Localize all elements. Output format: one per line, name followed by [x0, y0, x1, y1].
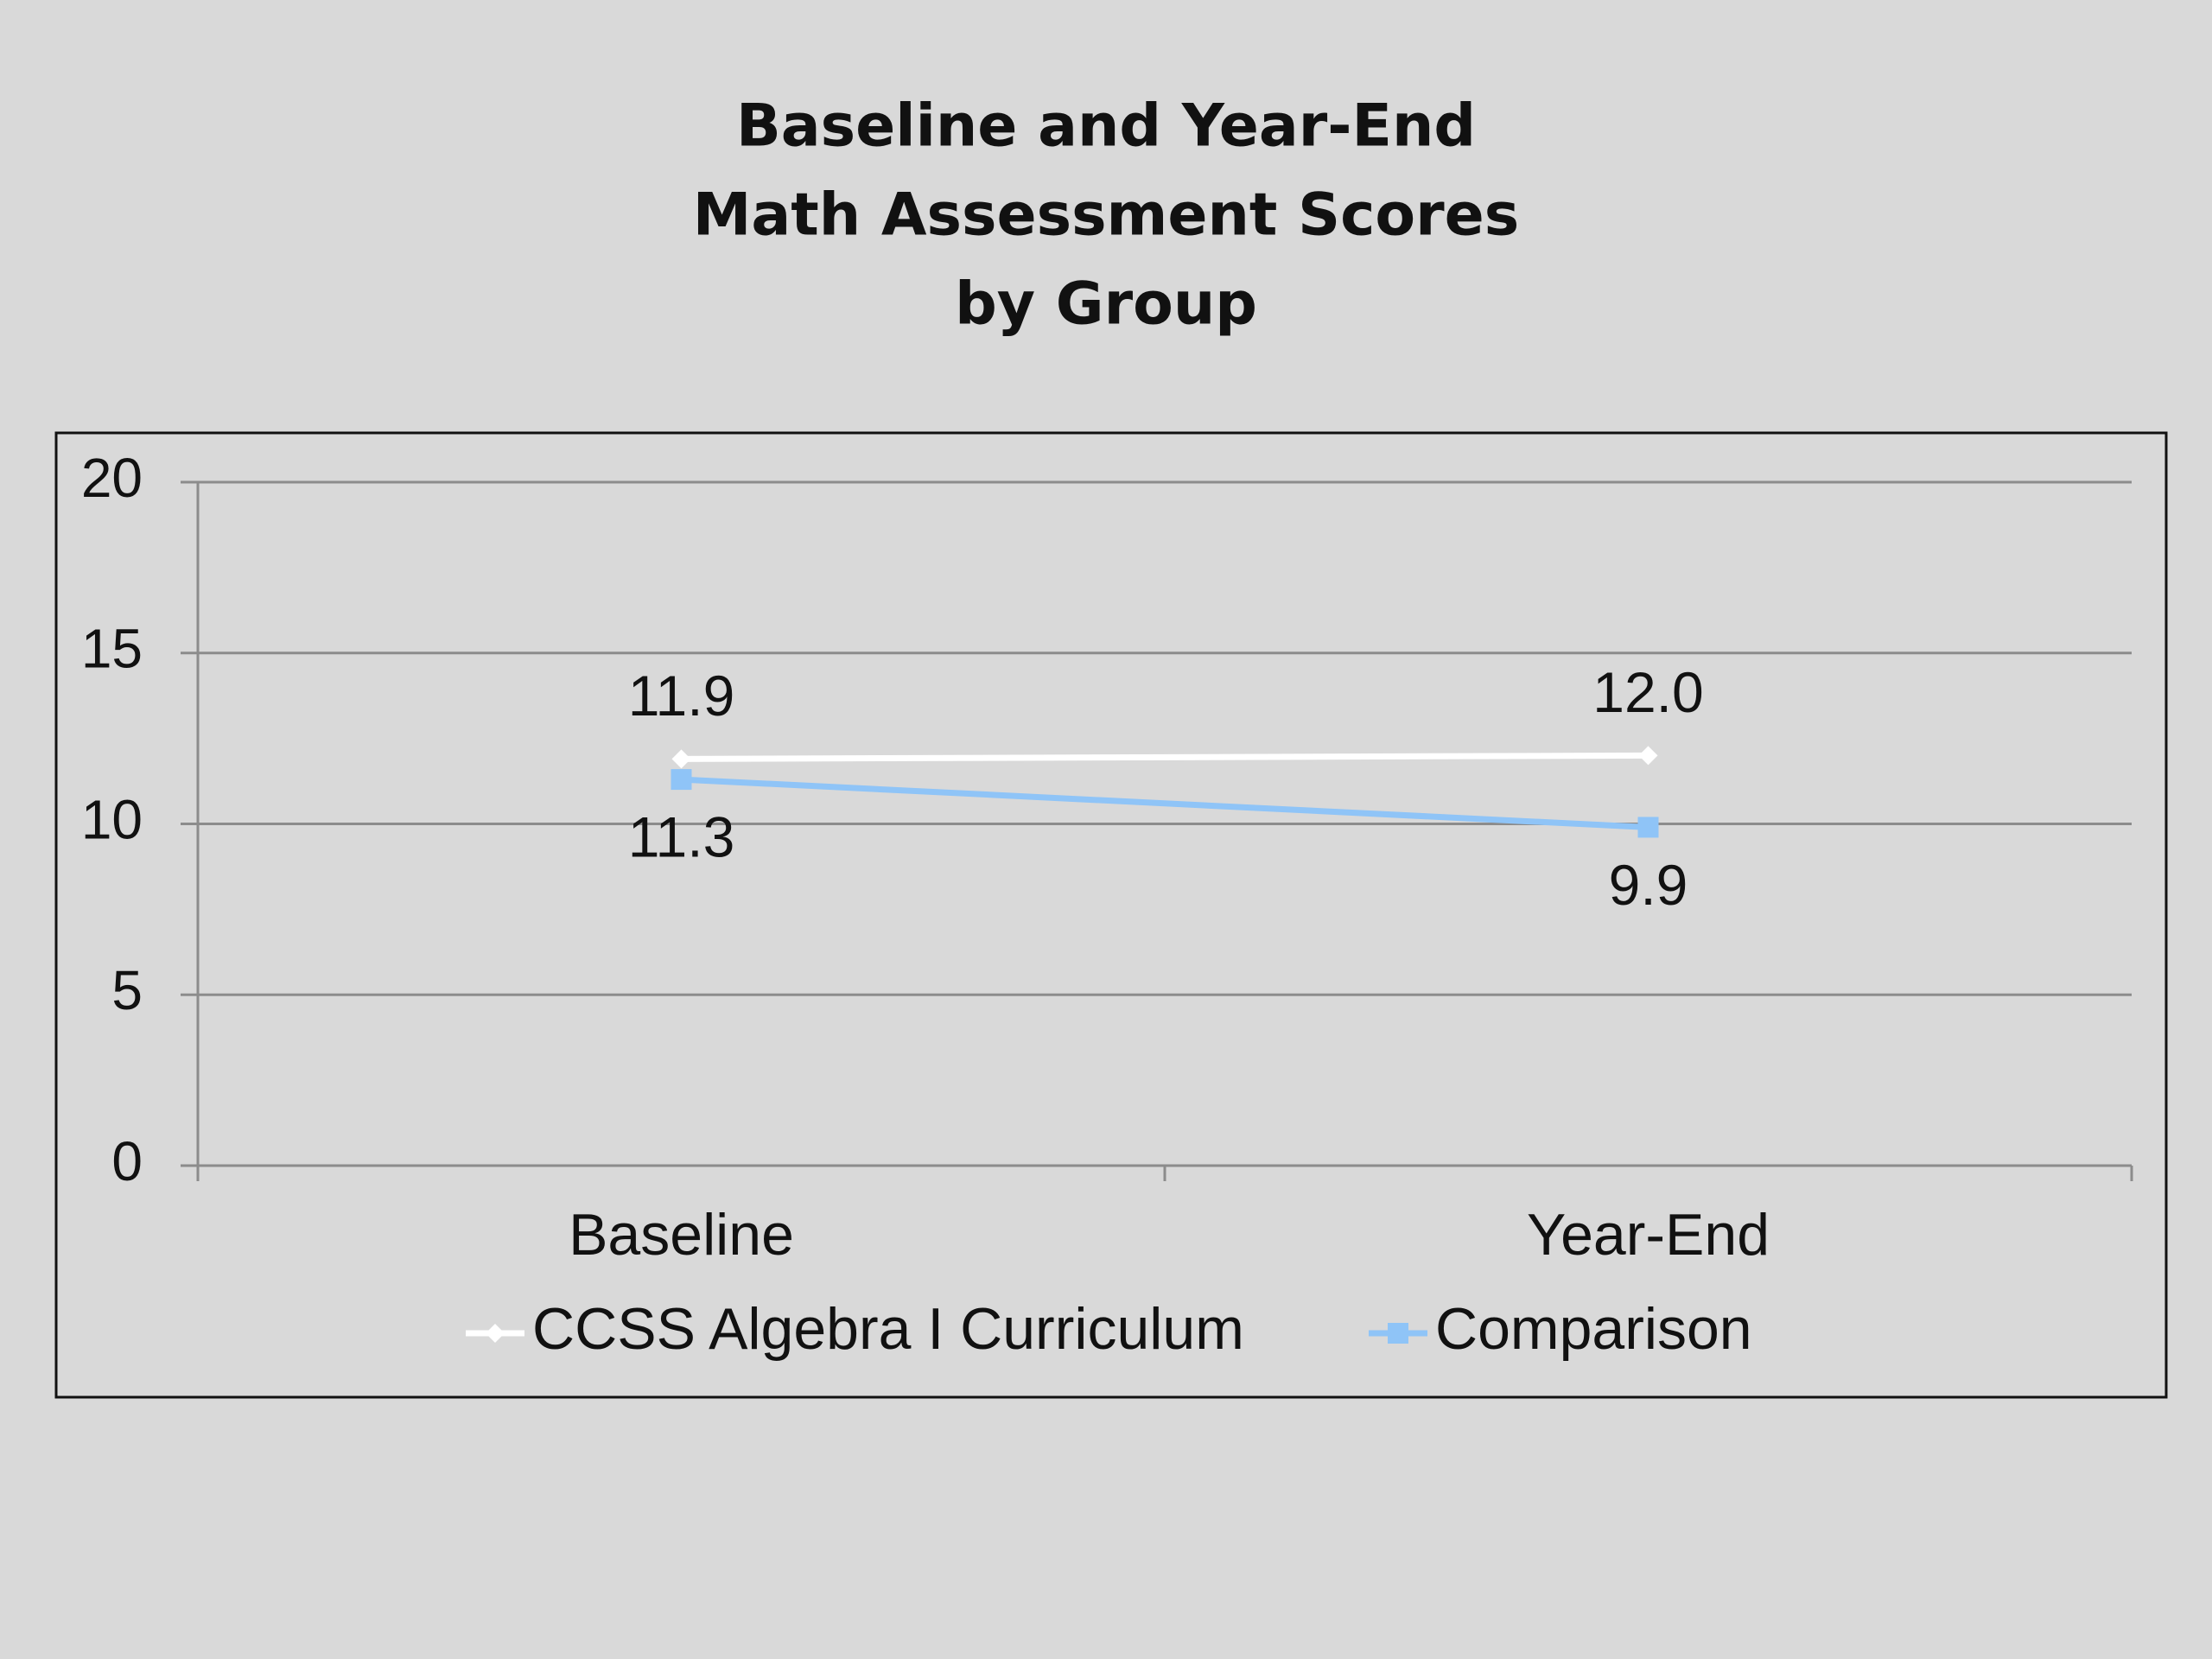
- legend-marker: [486, 1324, 505, 1343]
- data-label: 12.0: [1592, 660, 1703, 724]
- data-point: [1637, 817, 1659, 838]
- x-tick-label: Year-End: [1527, 1202, 1770, 1268]
- legend-marker: [1388, 1323, 1408, 1344]
- y-tick-label: 5: [111, 959, 143, 1021]
- y-tick-label: 10: [81, 788, 143, 850]
- data-label: 11.3: [628, 805, 735, 869]
- y-tick-label: 0: [111, 1130, 143, 1192]
- y-tick-label: 15: [81, 618, 143, 680]
- legend-label: CCSS Algebra I Curriculum: [532, 1296, 1244, 1362]
- data-label: 9.9: [1609, 853, 1688, 917]
- data-point: [671, 749, 691, 769]
- chart-title: Baseline and Year-End: [736, 92, 1476, 161]
- chart-title: by Group: [955, 270, 1257, 339]
- chart-title: Math Assessment Scores: [693, 181, 1519, 250]
- series-line: [681, 752, 1649, 762]
- legend-label: Comparison: [1435, 1296, 1752, 1362]
- data-point: [1638, 746, 1658, 766]
- y-tick-label: 20: [81, 447, 143, 509]
- chart-frame: [54, 431, 2168, 1399]
- data-label: 11.9: [628, 664, 735, 728]
- series-line: [681, 776, 1649, 830]
- data-point: [671, 769, 692, 791]
- x-tick-label: Baseline: [569, 1202, 794, 1268]
